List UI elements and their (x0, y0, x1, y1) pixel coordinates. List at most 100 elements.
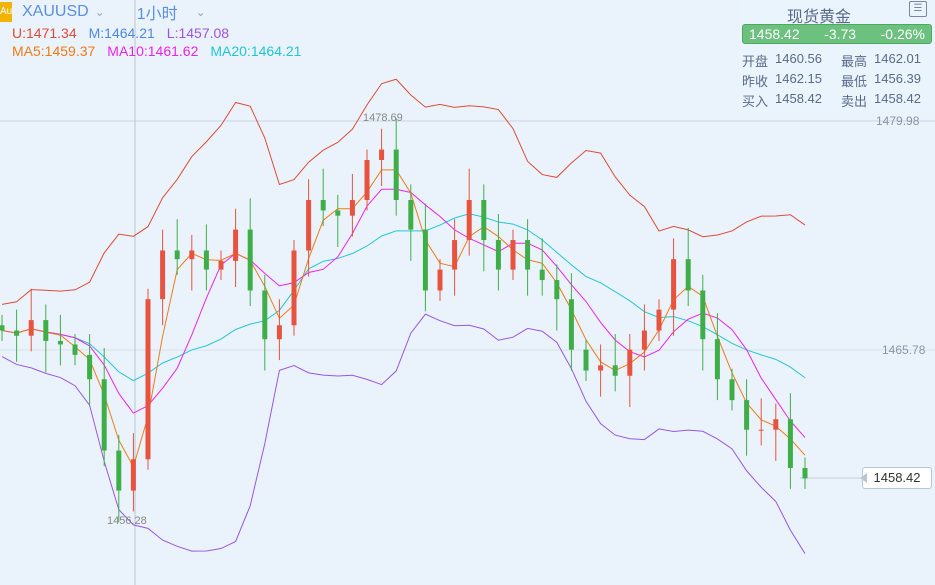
candle-body (203, 250, 209, 270)
candle-body (773, 419, 779, 430)
symbol-selector[interactable]: XAUUSD (22, 3, 89, 20)
candle-body (174, 250, 180, 260)
ma10-line (1, 188, 806, 438)
candle-body (145, 299, 151, 460)
candle-body (233, 229, 239, 261)
quote-row: 开盘 1460.56 最高 1462.01 (742, 51, 935, 70)
label: 买入 (742, 94, 769, 109)
ma10-value: MA10:1461.62 (107, 43, 199, 59)
candle-body (189, 250, 195, 260)
price-change-pct: -0.26% (880, 26, 925, 42)
quote-row: 买入 1458.42 卖出 1458.42 (742, 91, 935, 110)
candle-body (452, 240, 458, 270)
boll-lower: L:1457.08 (166, 25, 230, 41)
chevron-down-icon[interactable]: ⌄ (195, 5, 206, 19)
boll-legend: U:1471.34 M:1464.21 L:1457.08 (12, 25, 241, 41)
candle-body (583, 349, 589, 371)
label: 最高 (841, 54, 868, 69)
candle-body (422, 229, 428, 291)
ma-legend: MA5:1459.37 MA10:1461.62 MA20:1464.21 (12, 43, 313, 59)
candle-body (28, 320, 34, 336)
candle-body (218, 260, 224, 270)
candle-body (758, 429, 764, 431)
candle-body (744, 400, 750, 430)
candle-body (291, 250, 297, 326)
candle-body (320, 200, 326, 211)
chart-header: Au XAUUSD ⌄ 1小时 ⌄ (0, 0, 238, 24)
value: 1458.42 (775, 91, 822, 106)
axis-label-top: 1479.98 (876, 114, 920, 128)
gold-logo: Au (0, 2, 12, 22)
ma20-line (1, 213, 806, 382)
candle-body (87, 354, 93, 380)
candle-body (72, 344, 78, 355)
candle-body (247, 229, 253, 291)
candle-body (335, 210, 341, 216)
candle-body (43, 320, 49, 341)
candle-body (525, 240, 531, 270)
candle-body (481, 200, 487, 241)
candle-body (729, 379, 735, 401)
candle-body (276, 325, 282, 340)
current-price-marker: 1458.42 (860, 467, 932, 489)
candle-body (612, 365, 618, 376)
timeframe-selector[interactable]: 1小时 (136, 6, 178, 23)
candle-body (598, 365, 604, 371)
label: 开盘 (742, 54, 769, 69)
candle-body (787, 419, 793, 468)
candle-body (14, 330, 20, 336)
candle-body (130, 459, 136, 491)
candle-body (437, 269, 443, 291)
boll-mid: M:1464.21 (88, 25, 155, 41)
candle-body (306, 200, 312, 251)
candle-body (510, 240, 516, 270)
low-marker: 1456.28 (107, 515, 147, 527)
ma20-value: MA20:1464.21 (210, 43, 302, 59)
high-marker: 1478.69 (363, 112, 403, 124)
price-bar: 1458.42 -3.73 -0.26% (742, 24, 932, 44)
value: 1462.01 (874, 51, 921, 66)
ma5-value: MA5:1459.37 (12, 43, 96, 59)
label: 卖出 (841, 94, 868, 109)
candle-body (656, 309, 662, 331)
candle-body (539, 269, 545, 281)
quote-panel: 现货黄金 ☰ 1458.42 -3.73 -0.26% 开盘 1460.56 最高 1… (739, 0, 935, 112)
boll-lower-line (1, 313, 806, 554)
candle-body (57, 340, 63, 345)
candle-body (627, 349, 633, 376)
value: 1460.56 (775, 51, 822, 66)
candle-body (116, 450, 122, 491)
candle-body (495, 240, 501, 270)
candle-body (568, 299, 574, 350)
candle-body (160, 250, 166, 300)
expand-panel-icon[interactable]: ☰ (909, 1, 927, 17)
price-change: -3.73 (824, 26, 857, 42)
candle-body (262, 290, 268, 340)
candle-body (349, 200, 355, 216)
last-price: 1458.42 (749, 26, 800, 42)
candle-body (685, 259, 691, 291)
candle-body (364, 159, 370, 201)
candle-body (554, 280, 560, 300)
candle-body (408, 200, 414, 230)
value: 1458.42 (874, 91, 921, 106)
ma5-line (1, 169, 806, 469)
quote-title: 现货黄金 (787, 9, 852, 26)
candle-body (379, 149, 385, 160)
candle-body (466, 200, 472, 241)
boll-upper-line (1, 78, 806, 305)
value: 1456.39 (874, 71, 921, 86)
axis-label-mid: 1465.78 (882, 343, 926, 357)
candle-body (671, 259, 677, 310)
label: 最低 (841, 74, 868, 89)
candle-body (641, 330, 647, 350)
candle-body (714, 339, 720, 380)
chevron-down-icon[interactable]: ⌄ (94, 5, 105, 19)
label: 昨收 (742, 74, 769, 89)
candle-body (101, 379, 107, 451)
boll-upper: U:1471.34 (12, 25, 77, 41)
candle-body (0, 325, 5, 331)
value: 1462.15 (775, 71, 822, 86)
candle-body (700, 290, 706, 340)
